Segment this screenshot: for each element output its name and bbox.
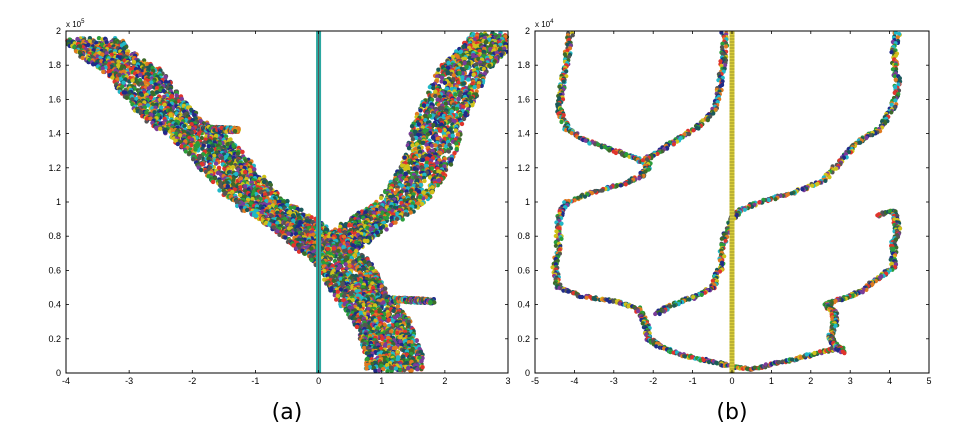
data-point [361,266,367,271]
data-point [131,59,137,65]
data-point [130,78,135,83]
data-point [309,215,314,220]
data-point [123,77,128,82]
data-point [217,188,222,193]
data-point [206,144,211,149]
data-point [245,207,250,213]
data-point [377,368,382,373]
data-point [285,198,290,204]
data-point [149,80,154,85]
data-point [100,52,105,57]
data-point [354,324,360,330]
data-point [137,72,143,78]
data-point [406,365,411,371]
data-point [237,192,243,198]
data-point [96,36,102,41]
data-point [138,109,143,115]
data-point [91,62,96,67]
data-point [121,80,126,85]
data-point [415,367,420,372]
data-point [240,149,245,155]
data-point [168,112,173,118]
data-point [420,365,425,370]
data-point [106,69,111,74]
data-point [154,90,160,95]
data-point [243,184,248,189]
data-point [157,126,163,131]
data-point [110,75,115,80]
data-point [334,297,339,302]
data-point [335,289,340,294]
data-point [391,308,396,313]
data-point [175,141,180,147]
data-point [139,93,144,98]
scatter-marks-a [65,30,510,374]
data-point [389,365,394,371]
data-point [219,156,225,161]
data-point [196,156,202,161]
data-point [182,123,187,129]
data-point [104,51,109,56]
data-point [193,147,198,152]
data-point [484,39,489,44]
data-point [198,167,204,173]
data-point [104,40,109,45]
data-point [121,46,126,52]
data-point [148,95,154,101]
data-point [364,366,369,371]
data-point [299,207,304,212]
data-point [150,92,156,97]
data-point [398,334,403,340]
data-point [243,158,248,163]
data-point [179,96,184,102]
data-point [100,66,105,71]
data-point [133,96,139,102]
data-point [231,143,236,149]
data-point [124,95,129,101]
data-point [302,251,307,256]
data-point [243,169,248,175]
data-point [347,263,352,268]
data-point [391,346,397,351]
data-point [163,75,168,80]
data-point [234,171,239,177]
data-point [146,86,151,91]
data-point [80,55,85,61]
data-point [144,110,149,115]
data-point [397,367,403,373]
data-point [162,94,167,100]
data-point [210,179,216,185]
data-point [373,368,378,373]
data-point [161,88,166,94]
data-point [135,80,140,85]
data-point [139,81,144,86]
data-point [309,257,314,263]
data-point [117,72,122,78]
data-point [174,93,179,98]
data-point [386,317,392,323]
data-point [286,231,291,236]
data-point [393,366,399,371]
data-point [267,222,272,227]
data-point [121,90,127,95]
data-point [252,167,257,172]
data-point [261,179,267,185]
data-point [362,259,367,264]
data-point [268,182,273,188]
data-point [395,330,400,335]
data-point [162,130,168,135]
panel-a: -4 -3 -2 -1 0 1 2 300.20.40.60.811.21.41.61.82 … [48,19,510,425]
data-point [101,69,106,75]
